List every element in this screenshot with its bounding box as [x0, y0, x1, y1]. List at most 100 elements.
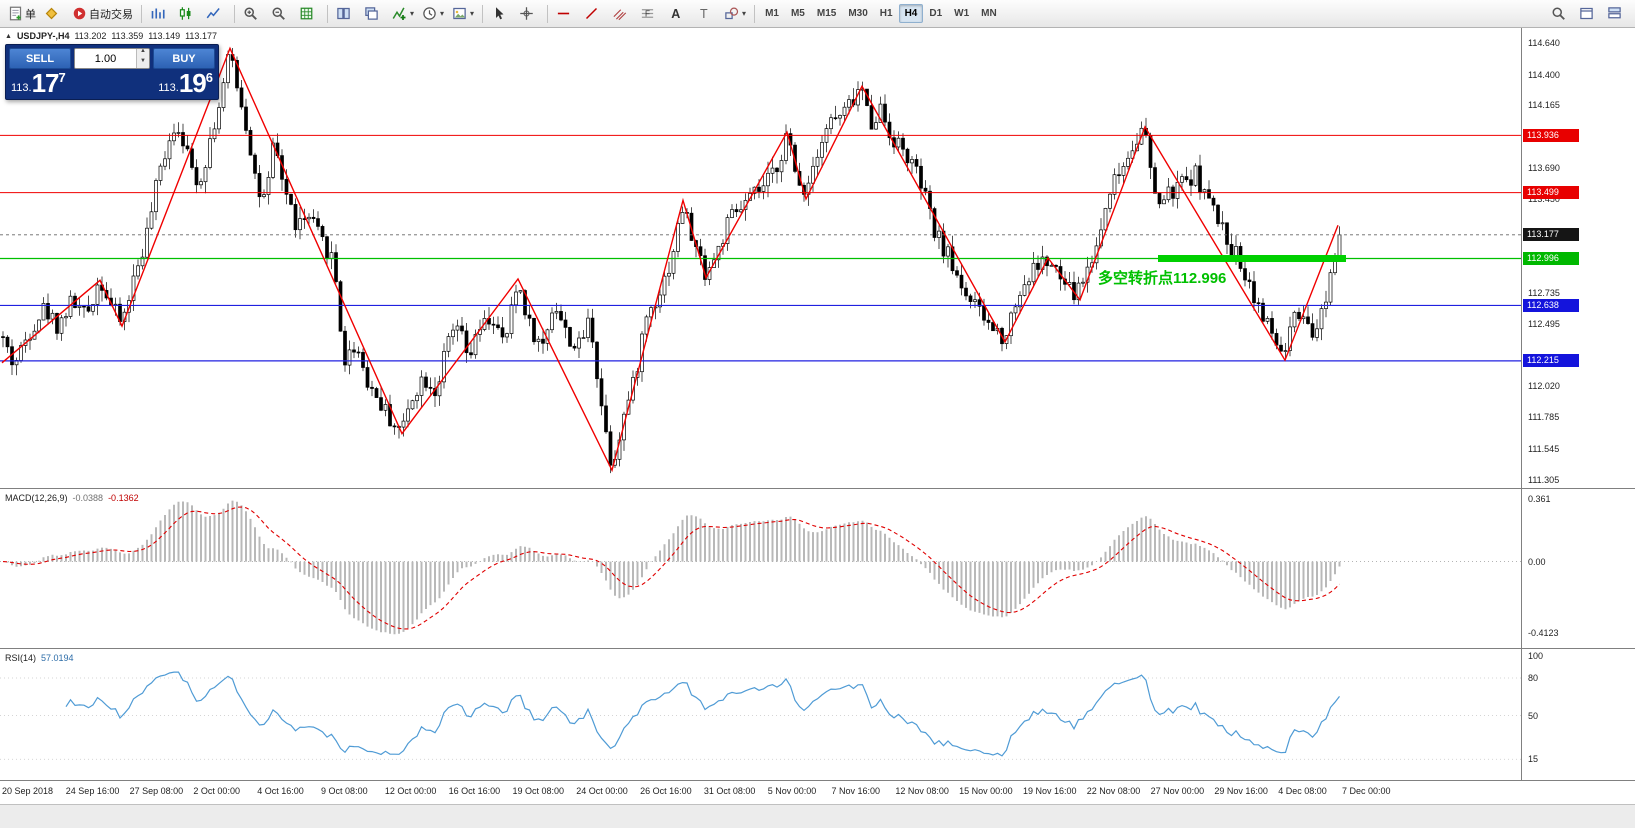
timeframe-H4[interactable]: H4 [898, 4, 924, 23]
svg-text:F: F [645, 9, 650, 18]
price-chart-plot[interactable] [0, 28, 1522, 488]
svg-text:T: T [700, 7, 708, 21]
price-tag: 112.996 [1523, 252, 1579, 266]
cursor-button[interactable] [487, 2, 515, 26]
sell-button[interactable]: SELL [9, 48, 71, 69]
fibo-icon: F [640, 6, 655, 21]
tile-windows-button[interactable] [332, 2, 360, 26]
pitchfork-icon [612, 6, 627, 21]
periods-button[interactable]: ▾ [418, 2, 448, 26]
price-tick: 112.020 [1528, 381, 1560, 392]
crosshair-icon [519, 6, 534, 21]
line-chart-button[interactable] [202, 2, 230, 26]
timeframe-MN[interactable]: MN [981, 8, 997, 19]
time-axis[interactable]: 20 Sep 2018 24 Sep 16:00 27 Sep 08:00 2 Oct… [0, 780, 1635, 804]
timeframe-M30[interactable]: M30 [848, 8, 868, 19]
text-a-icon: A [668, 6, 683, 21]
trendline-icon [584, 6, 599, 21]
chevron-down-icon: ▾ [470, 9, 475, 18]
time-label: 19 Oct 08:00 [512, 786, 565, 796]
tile-icon [336, 6, 351, 21]
new-order-label: 单 [25, 8, 36, 21]
new-order-button[interactable]: 单 [4, 2, 40, 26]
arrows-button[interactable]: ▾ [720, 2, 750, 26]
ohlc-high: 113.359 [111, 31, 144, 41]
window-icon [1579, 6, 1594, 21]
price-tick: 114.400 [1528, 69, 1560, 80]
template-icon [452, 6, 467, 21]
clock-icon [422, 6, 437, 21]
market-watch-button[interactable] [40, 2, 68, 26]
rsi-plot[interactable] [0, 649, 1522, 780]
price-tick: 114.640 [1528, 38, 1560, 49]
fibonacci-button[interactable]: F [636, 2, 664, 26]
text-label-button[interactable]: T [692, 2, 720, 26]
chart-ohlc-header: ▲ USDJPY-,H4 113.202 113.359 113.149 113… [5, 31, 217, 41]
volume-input[interactable] [75, 49, 136, 68]
price-tag: 113.177 [1523, 228, 1579, 242]
price-tick: 114.165 [1528, 100, 1560, 111]
time-label: 19 Nov 16:00 [1022, 786, 1077, 796]
search-button[interactable] [1547, 2, 1575, 26]
autotrading-button[interactable]: 自动交易 [68, 2, 137, 26]
price-tick: 111.785 [1528, 412, 1560, 423]
text-button[interactable]: A [664, 2, 692, 26]
timeframe-D1[interactable]: D1 [929, 8, 943, 19]
cascade-windows-button[interactable] [360, 2, 388, 26]
timeframe-W1[interactable]: W1 [954, 8, 970, 19]
time-label: 12 Oct 00:00 [384, 786, 437, 796]
bar-chart-button[interactable] [146, 2, 174, 26]
templates-button[interactable]: ▾ [448, 2, 478, 26]
volume-down-button[interactable]: ▼ [137, 58, 149, 68]
gold-icon [44, 6, 59, 21]
zoom-in-button[interactable] [239, 2, 267, 26]
toolbar-separator [234, 4, 235, 23]
timeframe-M5[interactable]: M5 [790, 8, 805, 19]
macd-scale[interactable]: 0.361 0.00 -0.4123 [1521, 489, 1635, 648]
bar-chart-icon [150, 6, 165, 21]
add-indicator-button[interactable]: ▾ [388, 2, 418, 26]
candle-chart-button[interactable] [174, 2, 202, 26]
price-tag: 113.499 [1523, 186, 1579, 200]
buy-button[interactable]: BUY [153, 48, 215, 69]
price-tick: 112.495 [1528, 319, 1560, 330]
auto-arrange-button[interactable] [295, 2, 323, 26]
time-label: 2 Oct 00:00 [193, 786, 240, 796]
rsi-scale-tick: 100 [1528, 651, 1544, 661]
window-list-button[interactable] [1603, 2, 1631, 26]
macd-scale-tick: 0.361 [1528, 494, 1551, 505]
new-window-button[interactable] [1575, 2, 1603, 26]
rsi-scale-tick: 15 [1528, 754, 1539, 765]
timeframe-M1[interactable]: M1 [765, 8, 779, 19]
chevron-down-icon: ▾ [742, 9, 747, 18]
hline-icon [556, 6, 571, 21]
timeframe-M15[interactable]: M15 [816, 8, 837, 19]
time-label: 22 Nov 08:00 [1086, 786, 1141, 796]
price-tick: 113.690 [1528, 162, 1560, 173]
time-label: 31 Oct 08:00 [703, 786, 756, 796]
timeframe-H1[interactable]: H1 [879, 8, 893, 19]
trendline-button[interactable] [580, 2, 608, 26]
volume-up-button[interactable]: ▲ [137, 49, 149, 59]
horizontal-line-button[interactable] [552, 2, 580, 26]
autotrading-icon [72, 6, 87, 21]
pitchfork-button[interactable] [608, 2, 636, 26]
oneclick-collapse-arrow[interactable]: ▲ [5, 32, 12, 40]
shapes-icon [724, 6, 739, 21]
autotrading-label: 自动交易 [89, 8, 133, 21]
rsi-label: RSI(14) 57.0194 [5, 653, 74, 663]
rsi-scale[interactable]: 100 80 50 15 [1521, 649, 1635, 780]
toolbar: 单 自动交易 ▾ ▾ ▾ F A T ▾ M1 M5 M15 M30 H1 H4 D1 W1 MN [0, 0, 1635, 28]
crosshair-button[interactable] [515, 2, 543, 26]
volume-box: ▲ ▼ [74, 48, 150, 69]
time-label: 4 Dec 08:00 [1278, 786, 1327, 796]
time-label: 20 Sep 2018 [2, 786, 54, 796]
time-label: 29 Nov 16:00 [1214, 786, 1268, 796]
macd-plot[interactable] [0, 489, 1522, 648]
turn-point-annotation[interactable]: 多空转折点112.996 [1098, 270, 1227, 288]
macd-scale-tick: -0.4123 [1528, 627, 1559, 638]
chevron-down-icon: ▾ [410, 9, 415, 18]
price-scale[interactable]: 114.640114.400114.165113.690113.450112.7… [1521, 28, 1635, 488]
zoom-out-button[interactable] [267, 2, 295, 26]
zoom-in-icon [243, 6, 258, 21]
